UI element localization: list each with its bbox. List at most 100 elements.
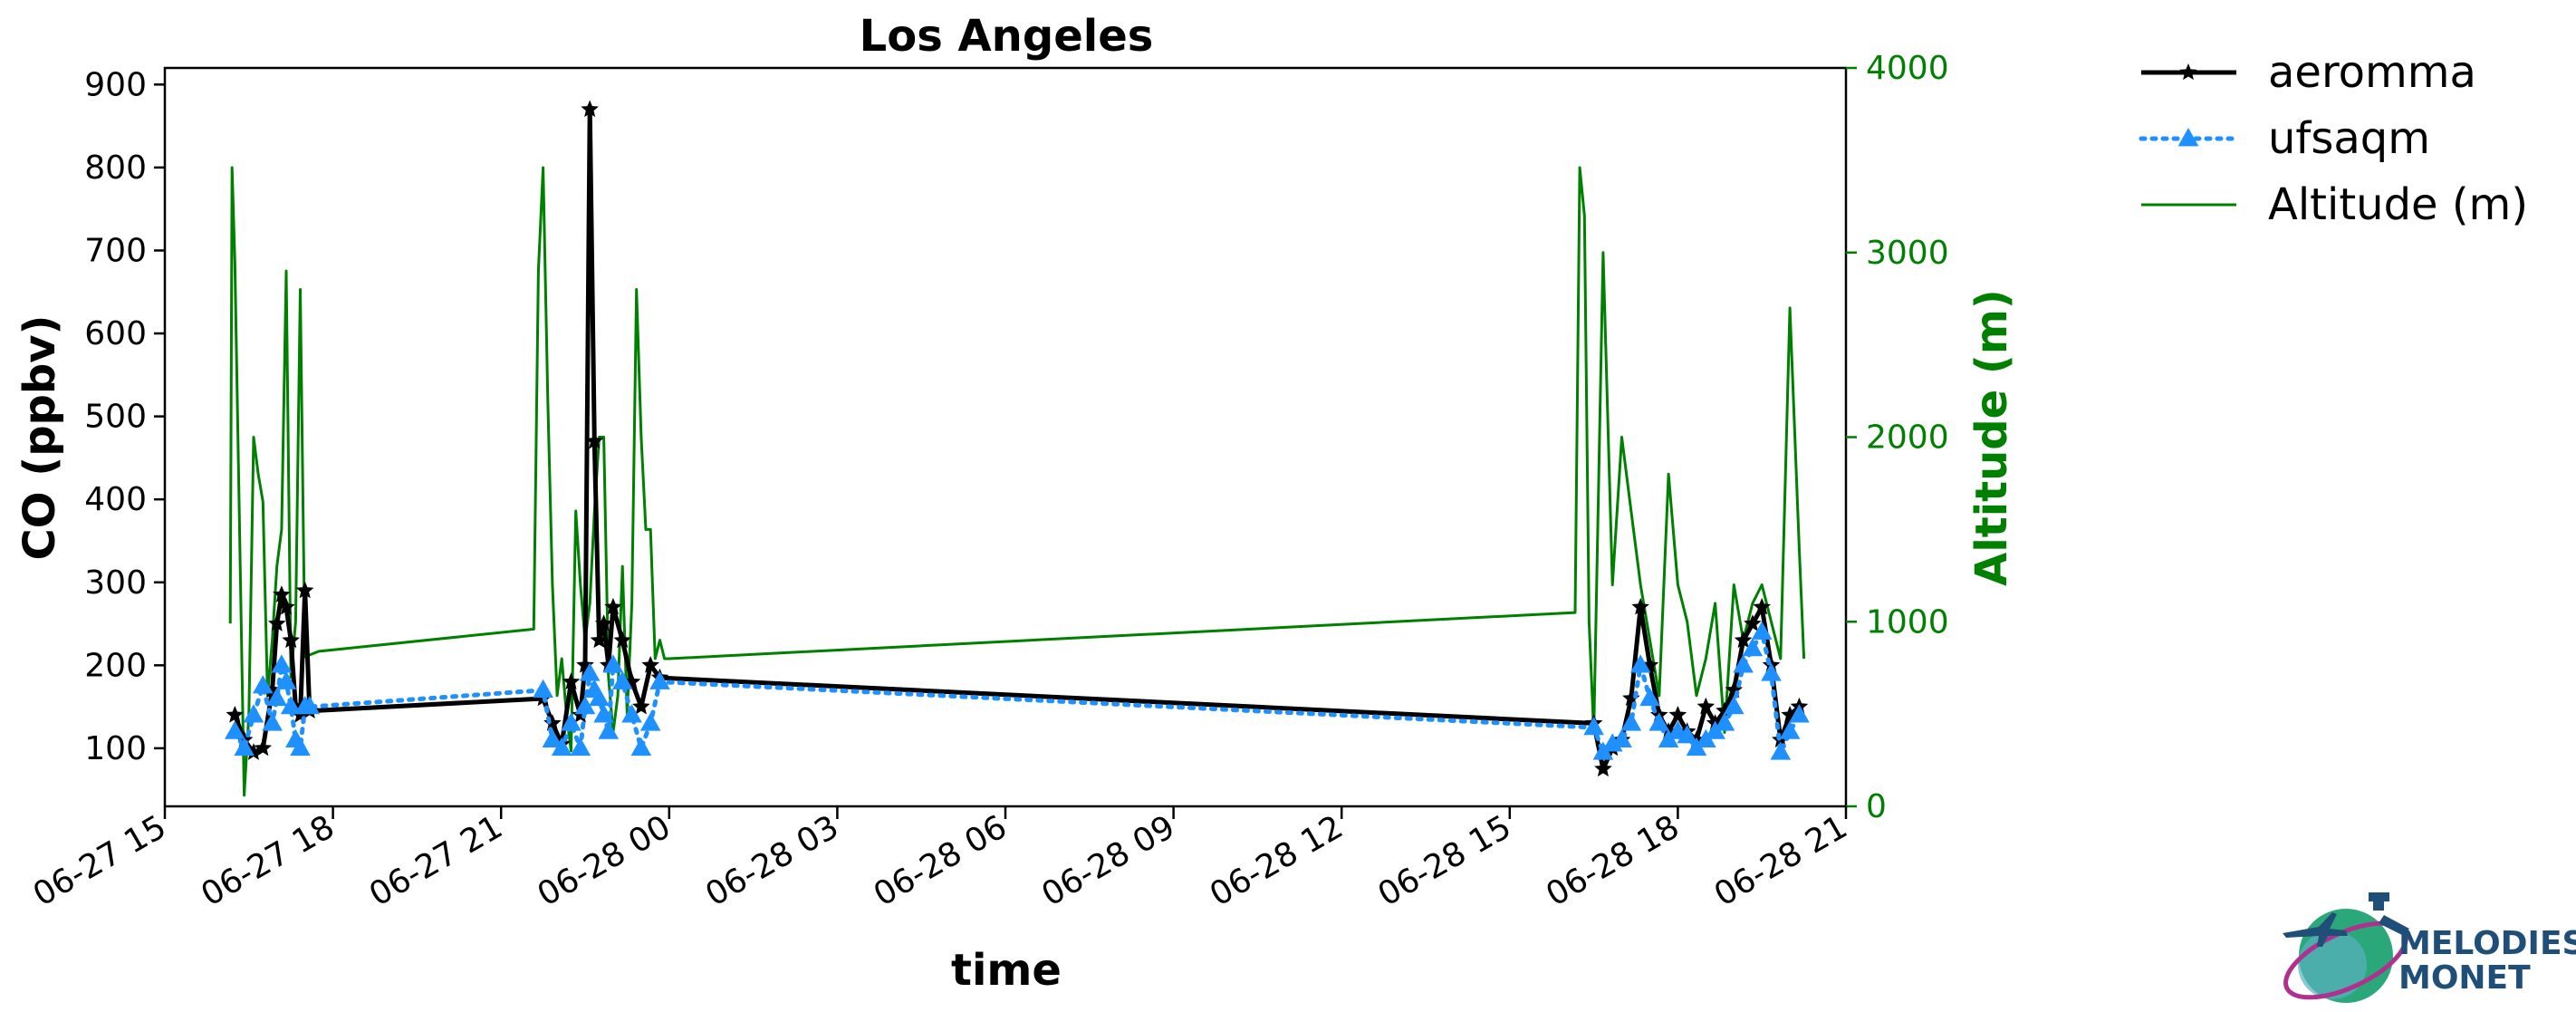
y-tick-label: 300 — [84, 564, 147, 602]
aeromma-point — [254, 738, 273, 757]
ufsaqm-point — [533, 679, 553, 698]
y-tick-label: 400 — [84, 481, 147, 518]
ufsaqm-point — [1620, 712, 1642, 731]
ufsaqm-point — [225, 720, 245, 739]
x-tick-label: 06-27 18 — [195, 808, 341, 913]
ufsaqm-point — [639, 712, 661, 731]
y-tick-label: 700 — [84, 232, 147, 269]
aeromma-point — [632, 697, 650, 715]
aeromma-point — [1668, 706, 1687, 723]
ufsaqm-point — [1583, 716, 1604, 736]
chart-title: Los Angeles — [860, 11, 1154, 62]
x-tick-label: 06-28 00 — [532, 808, 678, 913]
ufsaqm-point — [271, 654, 293, 673]
ufsaqm-point — [290, 737, 311, 757]
y2-tick-label: 4000 — [1866, 50, 1949, 87]
aeromma-point — [277, 597, 295, 615]
ufsaqm-point — [579, 662, 601, 681]
ufsaqm-point — [593, 704, 614, 723]
aeromma-point — [562, 672, 581, 689]
aeromma-point — [282, 631, 301, 649]
series-layer — [225, 100, 1810, 797]
ufsaqm-point — [234, 737, 255, 757]
bottom-axis: 06-27 15 06-27 18 06-27 21 06-28 00 06-28 03… — [27, 806, 1854, 914]
logo-globe-shade — [2298, 930, 2367, 999]
logo-satellite-icon — [2369, 892, 2409, 936]
aeromma-point — [585, 431, 604, 449]
ufsaqm-point — [1733, 654, 1754, 673]
ufsaqm-point — [1611, 728, 1632, 747]
ufsaqm-point — [1761, 662, 1782, 681]
ufsaqm-point — [299, 696, 321, 715]
x-tick-label: 06-28 15 — [1372, 808, 1518, 913]
aeromma-point — [1594, 759, 1612, 777]
aeromma-point — [613, 631, 632, 649]
ufsaqm-point — [1742, 637, 1764, 657]
ufsaqm-point — [1648, 712, 1670, 731]
y2-axis-label: Altitude (m) — [1966, 289, 2017, 586]
ufsaqm-point — [561, 712, 582, 731]
legend-marker — [2177, 128, 2199, 147]
y-tick-label: 200 — [84, 647, 147, 684]
aeromma-point — [1697, 697, 1716, 715]
ufsaqm-point — [275, 670, 297, 689]
aeromma-point — [594, 614, 613, 631]
ufsaqm-point — [243, 704, 264, 723]
aeromma-point — [1631, 597, 1649, 615]
y2-tick-label: 2000 — [1866, 419, 1949, 457]
aeromma-point — [226, 705, 245, 723]
right-axis: 0 1000 2000 3000 4000 — [1846, 50, 1949, 825]
ufsaqm-point — [1629, 654, 1651, 673]
x-tick-label: 06-28 06 — [868, 808, 1014, 913]
ufsaqm-point — [542, 728, 563, 747]
ufsaqm-point — [1714, 712, 1735, 731]
aeromma-point — [267, 614, 286, 631]
aeromma-point — [1744, 614, 1762, 631]
ufsaqm-point — [1723, 696, 1745, 715]
y-tick-label: 600 — [84, 315, 147, 352]
aeromma-point — [1753, 597, 1772, 615]
legend-label: ufsaqm — [2268, 113, 2430, 164]
ufsaqm-point — [630, 737, 652, 757]
aeromma-point — [295, 581, 314, 599]
ufsaqm-point — [1789, 704, 1810, 723]
x-axis-label: time — [951, 945, 1062, 996]
x-tick-label: 06-28 09 — [1035, 808, 1181, 913]
ufsaqm-point — [1639, 687, 1660, 707]
melodies-monet-logo: MELODIES MONET — [2283, 892, 2576, 1003]
y-tick-label: 500 — [84, 399, 147, 436]
legend: aeromma ufsaqm Altitude (m) — [2139, 47, 2528, 230]
ufsaqm-point — [611, 670, 633, 689]
ufsaqm-point — [1677, 725, 1698, 744]
y-tick-label: 800 — [84, 149, 147, 187]
legend-label: Altitude (m) — [2268, 179, 2528, 230]
ufsaqm-point — [1751, 621, 1773, 640]
series-line-aeromma — [232, 107, 1802, 772]
x-tick-label: 06-28 12 — [1204, 808, 1350, 913]
series-line-altitude-m- — [228, 166, 1806, 797]
legend-label: aeromma — [2268, 47, 2476, 98]
aeromma-point — [604, 597, 622, 615]
ufsaqm-point — [266, 687, 288, 707]
left-axis: 100 200 300 400 500 600 700 800 900 — [84, 66, 165, 767]
aeromma-point — [590, 631, 609, 649]
ufsaqm-point — [570, 737, 591, 757]
ufsaqm-point — [280, 696, 302, 715]
ufsaqm-point — [252, 675, 274, 694]
legend-marker — [2179, 63, 2197, 81]
aeromma-point — [1734, 631, 1753, 649]
logo-text-line1: MELODIES — [2398, 925, 2576, 962]
y-tick-label: 900 — [84, 66, 147, 103]
ufsaqm-point — [602, 654, 624, 673]
logo-plane-icon — [2283, 912, 2348, 947]
y-axis-label: CO (ppbv) — [14, 315, 65, 561]
logo-text-line2: MONET — [2398, 959, 2531, 997]
x-tick-label: 06-27 21 — [363, 808, 509, 913]
ufsaqm-point — [1770, 741, 1792, 760]
series-line-ufsaqm — [232, 630, 1802, 755]
x-tick-label: 06-27 15 — [27, 808, 173, 913]
aeromma-point — [641, 656, 659, 673]
x-tick-label: 06-28 18 — [1540, 808, 1686, 913]
ufsaqm-point — [649, 670, 670, 689]
